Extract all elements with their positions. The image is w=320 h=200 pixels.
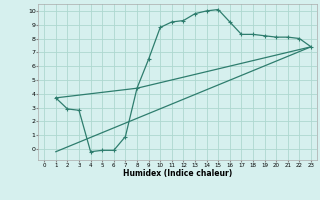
X-axis label: Humidex (Indice chaleur): Humidex (Indice chaleur) [123, 169, 232, 178]
